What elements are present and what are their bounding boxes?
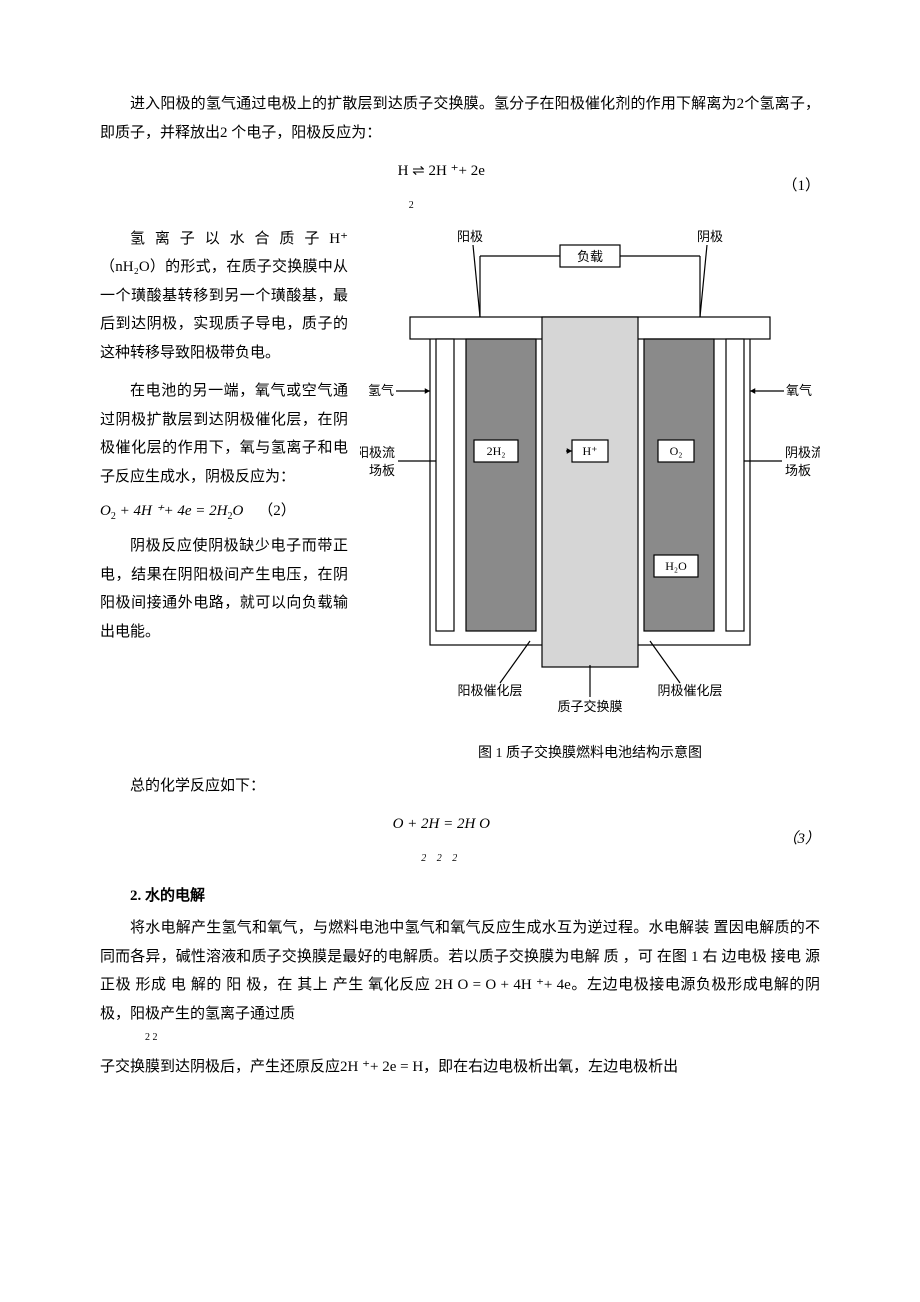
figure-1: 负载 阳极 阴极 2H₂ H⁺ O₂ H₂O 氢气 氧气阳极流场板 阴极流场板阳极催化层质子交换膜…: [360, 225, 820, 768]
eq1-number: （1）: [782, 172, 820, 201]
svg-text:阴极: 阴极: [697, 229, 723, 244]
eq1-body: H ⇌ 2H ⁺+ 2e: [398, 163, 485, 179]
svg-text:阴极催化层: 阴极催化层: [657, 683, 722, 698]
eq2-num: （2）: [258, 503, 296, 519]
eq3-body: O + 2H = 2H O: [393, 816, 490, 832]
svg-text:负载: 负载: [577, 249, 603, 264]
svg-text:氧气: 氧气: [786, 383, 812, 398]
svg-text:质子交换膜: 质子交换膜: [557, 699, 622, 714]
equation-3: O + 2H = 2H O 2 2 2 （3）: [100, 810, 820, 868]
svg-text:阳极: 阳极: [457, 229, 483, 244]
eq2-mid: + 4H ⁺+ 4e = 2H: [116, 503, 228, 519]
paragraph-1: 进入阳极的氢气通过电极上的扩散层到达质子交换膜。氢分子在阳极催化剂的作用下解离为…: [100, 90, 820, 147]
eq2-lhs: O: [100, 503, 111, 519]
paragraph-5: 子交换膜到达阴极后，产生还原反应2H ⁺+ 2e = H，即在右边电极析出氧，左…: [100, 1053, 820, 1082]
paragraph-2c: 阴极反应使阴极缺少电子而带正电，结果在阴阳极间产生电压，在阴阳极间接通外电路，就…: [100, 532, 348, 646]
svg-text:阳极流: 阳极流: [360, 445, 395, 460]
svg-text:场板: 场板: [369, 463, 395, 478]
svg-text:场板: 场板: [785, 463, 811, 478]
paragraph-2a: 氢 离 子 以 水 合 质 子 H⁺（nH₂O）的形式，在质子交换膜中从一个璜酸…: [100, 225, 348, 368]
svg-text:阳极催化层: 阳极催化层: [457, 683, 522, 698]
paragraph-3: 总的化学反应如下：: [100, 772, 820, 801]
figure-svg: 负载 阳极 阴极 2H₂ H⁺ O₂ H₂O 氢气 氧气阳极流场板 阴极流场板阳极催化层质子交换膜…: [360, 225, 820, 725]
figure-caption: 图 1 质子交换膜燃料电池结构示意图: [360, 741, 820, 768]
svg-text:O₂: O₂: [670, 444, 683, 458]
eq2-rhs: O: [232, 503, 243, 519]
equation-2: O2 + 4H ⁺+ 4e = 2H2O （2）: [100, 497, 348, 526]
heading-2: 2. 水的电解: [100, 882, 820, 911]
paragraph-2b: 在电池的另一端，氧气或空气通过阴极扩散层到达阴极催化层，在阴极催化层的作用下，氧…: [100, 377, 348, 491]
svg-text:2H₂: 2H₂: [487, 444, 506, 458]
svg-text:H⁺: H⁺: [583, 444, 598, 458]
eq3-number: （3）: [782, 825, 820, 854]
svg-text:阴极流: 阴极流: [785, 445, 820, 460]
equation-1: H ⇌ 2H ⁺+ 2e 2 （1）: [100, 157, 820, 215]
eq1-sub: 2: [409, 196, 414, 215]
eq3-sub: 2 2 2: [421, 853, 461, 864]
svg-text:氢气: 氢气: [368, 383, 394, 398]
paragraph-4-sub: 2 2: [100, 1028, 820, 1047]
paragraph-4: 将水电解产生氢气和氧气，与燃料电池中氢气和氧气反应生成水互为逆过程。水电解装 置…: [100, 914, 820, 1028]
svg-text:H₂O: H₂O: [665, 559, 687, 573]
